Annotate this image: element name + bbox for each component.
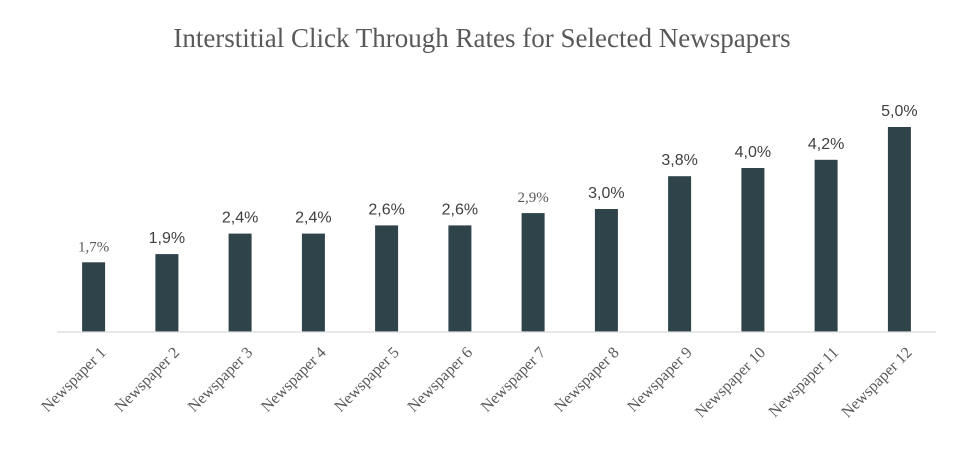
x-tick-label-3: Newspaper 3 (185, 344, 256, 415)
data-label-9: 3,8% (661, 152, 697, 169)
data-label-4: 2,4% (295, 210, 331, 227)
bar-7 (521, 213, 545, 332)
bar-4 (301, 233, 325, 332)
x-tick-label-12: Newspaper 12 (839, 344, 916, 421)
bar-9 (668, 176, 692, 332)
data-label-2: 1,9% (149, 230, 185, 247)
data-label-1: 1,7% (78, 239, 109, 255)
bar-3 (228, 233, 252, 332)
data-labels-group: 1,7% 1,9% 2,4% 2,4% 2,6% 2,6% 2,9% 3,0% 3,8% 4,0%… (78, 103, 918, 255)
data-label-11: 4,2% (808, 136, 844, 153)
data-label-12: 5,0% (881, 103, 917, 120)
data-label-6: 2,6% (442, 201, 478, 218)
bar-2 (155, 254, 179, 332)
bar-5 (375, 225, 399, 332)
data-label-8: 3,0% (588, 185, 624, 202)
x-tick-label-8: Newspaper 8 (551, 344, 622, 415)
x-tick-label-9: Newspaper 9 (624, 344, 695, 415)
x-tick-label-2: Newspaper 2 (112, 344, 183, 415)
bar-10 (741, 168, 765, 332)
x-tick-label-1: Newspaper 1 (38, 344, 109, 415)
x-tick-label-7: Newspaper 7 (478, 344, 549, 415)
data-label-7: 2,9% (517, 190, 548, 206)
x-tick-label-11: Newspaper 11 (766, 344, 843, 421)
bar-11 (814, 159, 838, 332)
bar-6 (448, 225, 472, 332)
bar-8 (594, 209, 618, 332)
x-tick-label-4: Newspaper 4 (258, 344, 329, 415)
tick-labels-group: Newspaper 1 Newspaper 2 Newspaper 3 Newspap… (38, 344, 915, 421)
bars-group (82, 127, 911, 332)
data-label-3: 2,4% (222, 210, 258, 227)
data-label-10: 4,0% (735, 144, 771, 161)
x-tick-label-6: Newspaper 6 (405, 344, 476, 415)
x-tick-label-10: Newspaper 10 (692, 344, 769, 421)
data-label-5: 2,6% (368, 201, 404, 218)
x-tick-label-5: Newspaper 5 (331, 344, 402, 415)
bar-12 (887, 127, 911, 332)
bar-1 (82, 262, 106, 332)
chart-title: Interstitial Click Through Rates for Sel… (173, 23, 790, 53)
